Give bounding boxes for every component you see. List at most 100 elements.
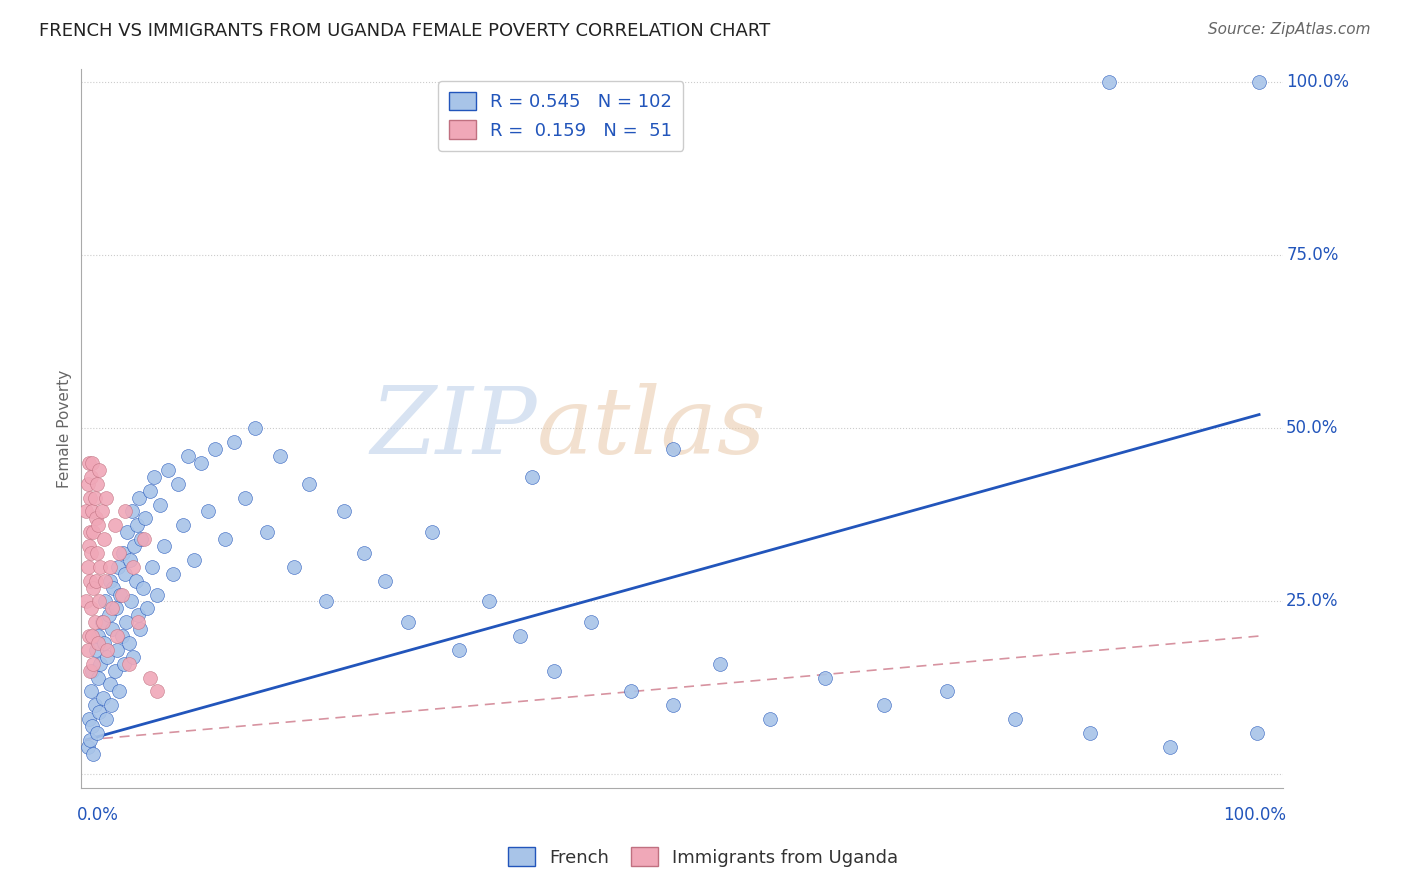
Point [374,574,396,588]
Point [114,566,136,581]
Point [115,615,138,630]
Point [127,608,149,623]
Point [814,671,837,685]
Point [127,615,149,630]
Point [269,449,291,463]
Point [124,539,146,553]
Point [101,622,124,636]
Text: atlas: atlas [537,384,766,474]
Point [80,601,103,615]
Point [76,643,98,657]
Point [79,525,101,540]
Text: 75.0%: 75.0% [1286,246,1339,264]
Point [353,546,375,560]
Point [138,483,160,498]
Point [1098,75,1121,89]
Point [75,504,97,518]
Point [128,491,150,505]
Point [315,594,337,608]
Point [145,588,167,602]
Point [149,498,172,512]
Point [77,456,100,470]
Point [79,664,101,678]
Point [94,574,117,588]
Point [166,476,188,491]
Point [83,615,105,630]
Point [233,491,256,505]
Point [420,525,443,540]
Point [80,684,103,698]
Point [82,456,104,470]
Point [83,491,105,505]
Point [1246,726,1268,740]
Point [124,574,146,588]
Point [183,553,205,567]
Point [103,581,125,595]
Point [87,671,110,685]
Point [82,719,104,733]
Point [82,747,104,761]
Point [98,559,121,574]
Point [134,511,156,525]
Point [709,657,731,671]
Point [143,470,166,484]
Point [245,421,267,435]
Point [76,739,98,754]
Point [117,657,139,671]
Point [118,553,141,567]
Point [90,615,112,630]
Text: Source: ZipAtlas.com: Source: ZipAtlas.com [1208,22,1371,37]
Point [117,525,139,540]
Point [110,588,132,602]
Point [103,518,125,533]
Point [1249,75,1271,89]
Point [579,615,602,630]
Point [936,684,959,698]
Point [122,559,145,574]
Point [86,546,108,560]
Point [77,629,100,643]
Point [91,691,114,706]
Point [125,518,148,533]
Point [478,594,501,608]
Point [82,629,104,643]
Point [82,664,104,678]
Point [89,657,111,671]
Point [619,684,641,698]
Point [333,504,356,518]
Point [256,525,278,540]
Point [80,470,103,484]
Point [298,476,321,491]
Point [84,574,107,588]
Point [172,518,194,533]
Point [121,504,143,518]
Point [107,559,129,574]
Point [96,491,118,505]
Point [873,698,896,713]
Text: 50.0%: 50.0% [1286,419,1339,437]
Point [87,518,110,533]
Point [509,629,531,643]
Point [157,463,180,477]
Point [197,504,219,518]
Point [87,636,110,650]
Point [84,511,107,525]
Point [75,594,97,608]
Point [114,504,136,518]
Point [89,559,111,574]
Point [141,559,163,574]
Text: 25.0%: 25.0% [1286,592,1339,610]
Point [87,629,110,643]
Point [100,698,122,713]
Point [82,581,104,595]
Point [162,566,184,581]
Point [79,574,101,588]
Point [77,712,100,726]
Point [1159,739,1181,754]
Point [138,671,160,685]
Point [76,559,98,574]
Point [82,657,104,671]
Point [97,608,120,623]
Point [86,726,108,740]
Point [131,532,153,546]
